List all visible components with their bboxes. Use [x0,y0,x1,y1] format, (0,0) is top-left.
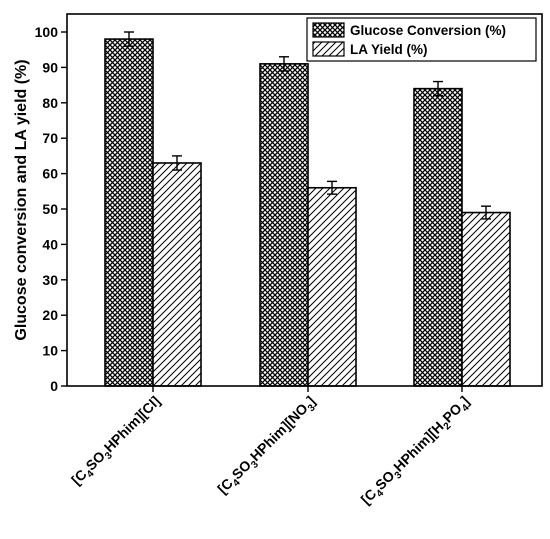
y-axis: 0 10 20 30 40 50 60 70 80 90 100 [35,24,67,394]
label-text: HPhim][H [390,418,446,474]
label-text: SO [229,457,255,483]
bar-glucose-conversion [413,87,463,387]
bar-glucose-conversion [104,38,154,387]
legend-label-la: LA Yield (%) [350,42,428,57]
x-category-label: [C4SO3HPhim][NO3] [214,393,321,500]
y-tick-label: 0 [50,378,58,394]
error-bars-layer [124,31,491,220]
bars-layer [104,38,511,387]
legend-swatch-la [312,41,345,57]
y-tick-label: 60 [42,166,58,182]
label-text: [C [358,486,380,508]
bar-la-yield [307,186,357,387]
label-text: HPhim][Cl] [101,393,163,455]
y-tick-label: 30 [42,272,58,288]
legend-label-glucose: Glucose Conversion (%) [350,23,506,38]
label-text: HPhim][NO [247,400,311,464]
bar-la-yield [461,211,511,387]
y-axis-title: Glucose conversion and LA yield (%) [13,59,30,340]
legend-box [306,17,537,62]
x-category-label: [C4SO3HPhim][H2PO4] [358,393,475,510]
label-text: [C [68,466,90,488]
label-text: [C [214,475,236,497]
plot-frame [66,13,543,387]
y-tick-label: 80 [42,95,58,111]
label-text: SO [82,448,108,474]
legend: Glucose Conversion (%) LA Yield (%) [306,17,537,62]
y-tick-label: 100 [35,24,59,40]
y-tick-label: 90 [42,59,58,75]
y-tick-label: 50 [42,201,58,217]
legend-swatch-glucose [312,22,345,38]
y-tick-label: 40 [42,236,58,252]
y-tick-label: 20 [42,307,58,323]
label-text: PO [439,400,465,426]
label-text: SO [372,467,398,493]
x-axis: [C4SO3HPhim][Cl] [C4SO3HPhim][NO3] [C4SO3H… [68,386,475,510]
bar-glucose-conversion [259,63,309,387]
x-category-label: [C4SO3HPhim][Cl] [68,393,166,491]
y-tick-label: 10 [42,343,58,359]
y-tick-label: 70 [42,130,58,146]
bar-la-yield [152,162,202,387]
